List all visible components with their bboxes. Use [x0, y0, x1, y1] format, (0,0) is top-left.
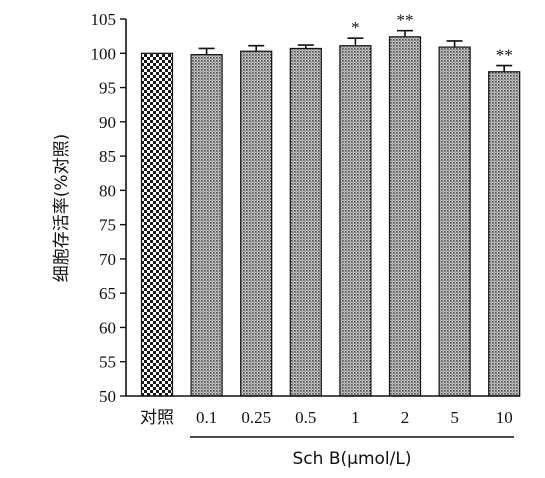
- bar-10: [488, 71, 521, 397]
- x-tick-label: 5: [450, 408, 459, 427]
- y-tick-label: 60: [99, 318, 116, 337]
- y-tick-label: 50: [99, 387, 116, 406]
- x-tick-label: 2: [401, 408, 410, 427]
- bar-0.25: [240, 50, 273, 397]
- significance-marker: **: [496, 46, 513, 65]
- x-tick-label: 对照: [140, 408, 174, 428]
- x-tick-label: 10: [496, 408, 513, 427]
- bar-5: [438, 46, 471, 397]
- bar-0.5: [289, 47, 322, 397]
- bar-0.1: [190, 54, 223, 397]
- bar-2: [388, 36, 422, 397]
- x-axis-label: Sch B(μmol/L): [293, 449, 412, 469]
- x-tick-label: 0.1: [196, 408, 217, 427]
- y-tick-label: 80: [99, 181, 116, 200]
- significance-marker: **: [397, 11, 414, 30]
- y-tick-label: 65: [99, 284, 116, 303]
- x-tick-label: 0.25: [241, 408, 271, 427]
- y-tick-label: 100: [91, 44, 117, 63]
- bar-control: [140, 52, 174, 397]
- y-tick-label: 90: [99, 113, 116, 132]
- significance-marker: *: [351, 18, 360, 37]
- x-tick-label: 0.5: [295, 408, 316, 427]
- y-axis-label: 细胞存活率(%对照): [52, 134, 72, 282]
- y-tick-label: 75: [99, 216, 116, 235]
- y-tick-label: 85: [99, 147, 116, 166]
- y-tick-label: 95: [99, 79, 116, 98]
- y-tick-label: 105: [91, 10, 117, 29]
- y-tick-label: 70: [99, 250, 116, 269]
- x-tick-label: 1: [351, 408, 360, 427]
- bar-1: [339, 45, 372, 397]
- y-tick-label: 55: [99, 353, 116, 372]
